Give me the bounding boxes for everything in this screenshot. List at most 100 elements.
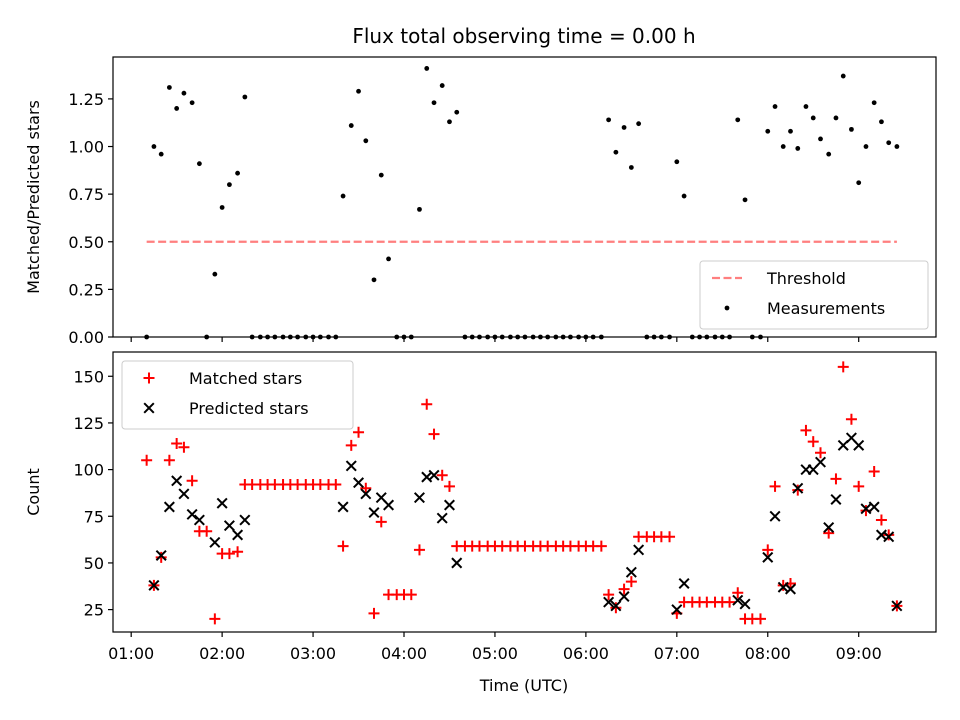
data-point xyxy=(431,100,437,106)
data-point xyxy=(603,589,615,601)
data-point xyxy=(413,544,425,556)
data-point xyxy=(232,546,244,558)
y-tick-label: 0.00 xyxy=(68,328,104,347)
data-point xyxy=(628,165,634,170)
data-point xyxy=(394,334,400,340)
data-point xyxy=(158,151,164,157)
data-point xyxy=(633,544,645,556)
data-point xyxy=(417,206,422,212)
data-point xyxy=(583,334,589,340)
data-point xyxy=(712,334,718,340)
data-point xyxy=(443,480,455,492)
legend-panel-0: Threshold Measurements xyxy=(699,260,929,330)
data-point xyxy=(499,334,505,340)
data-point xyxy=(724,596,736,608)
data-point xyxy=(762,551,774,563)
data-point xyxy=(181,90,187,96)
data-point xyxy=(303,334,309,340)
data-point xyxy=(223,548,235,560)
data-point xyxy=(545,334,551,340)
data-point xyxy=(697,334,702,340)
data-point xyxy=(810,115,816,121)
data-point xyxy=(454,109,460,115)
data-point xyxy=(830,473,842,485)
data-point xyxy=(330,479,342,491)
data-point xyxy=(618,583,630,595)
data-point xyxy=(636,121,642,127)
data-point xyxy=(436,512,448,524)
data-point xyxy=(871,100,877,106)
data-point xyxy=(853,480,865,492)
data-point xyxy=(428,428,440,440)
data-point xyxy=(155,551,167,563)
data-point xyxy=(833,115,839,121)
data-point xyxy=(193,514,205,526)
data-point xyxy=(758,334,763,340)
data-point xyxy=(310,334,316,340)
data-point xyxy=(823,521,835,533)
data-point xyxy=(894,144,900,149)
legend-key xyxy=(143,402,155,414)
data-point xyxy=(849,126,854,132)
series-matched-stars xyxy=(141,361,903,625)
data-point xyxy=(317,334,323,340)
data-point xyxy=(405,589,417,601)
data-point xyxy=(408,334,414,340)
data-point xyxy=(209,613,221,625)
data-point xyxy=(477,334,482,340)
data-point xyxy=(272,334,278,340)
data-point xyxy=(590,334,596,340)
data-point xyxy=(678,577,690,589)
data-point xyxy=(201,525,213,537)
data-point xyxy=(413,492,425,504)
data-point xyxy=(735,117,741,123)
data-point xyxy=(141,454,153,466)
data-point xyxy=(732,594,744,606)
data-point xyxy=(879,119,884,125)
data-point xyxy=(807,436,819,448)
data-point xyxy=(814,456,827,468)
x-tick-label: 01:00 xyxy=(108,644,154,663)
x-tick-label: 05:00 xyxy=(472,644,518,663)
data-point xyxy=(171,437,183,449)
legend-panel-1: Matched stars Predicted stars xyxy=(121,360,354,430)
data-point xyxy=(333,334,339,340)
data-point xyxy=(363,138,369,144)
legend-label: Threshold xyxy=(766,269,846,288)
data-point xyxy=(538,334,543,340)
data-point xyxy=(769,510,781,522)
y-tick-label: 0.75 xyxy=(68,185,104,204)
data-point xyxy=(765,128,771,134)
data-point xyxy=(340,193,346,199)
data-point xyxy=(223,520,235,532)
data-point xyxy=(424,66,430,71)
data-point xyxy=(356,88,361,94)
data-point xyxy=(371,277,377,283)
data-point xyxy=(522,334,528,340)
data-point xyxy=(845,413,857,425)
data-point xyxy=(257,334,263,340)
data-point xyxy=(689,334,695,340)
data-point xyxy=(209,536,221,548)
data-point xyxy=(762,544,774,556)
data-point xyxy=(800,424,812,436)
data-point xyxy=(337,501,349,513)
data-point xyxy=(196,161,202,167)
data-point xyxy=(598,334,604,340)
data-point xyxy=(148,579,160,591)
data-point xyxy=(186,508,198,520)
data-point xyxy=(826,151,832,157)
data-point xyxy=(792,482,804,494)
data-point xyxy=(360,488,372,500)
data-point xyxy=(883,529,895,541)
y-tick-label: 0.50 xyxy=(68,233,104,252)
y-tick-label: 0.25 xyxy=(68,280,104,299)
data-point xyxy=(739,598,751,610)
data-point xyxy=(439,83,445,88)
data-point xyxy=(803,104,809,109)
data-point xyxy=(606,117,612,123)
data-point xyxy=(144,334,150,340)
data-point xyxy=(651,334,657,340)
data-point xyxy=(853,439,865,451)
